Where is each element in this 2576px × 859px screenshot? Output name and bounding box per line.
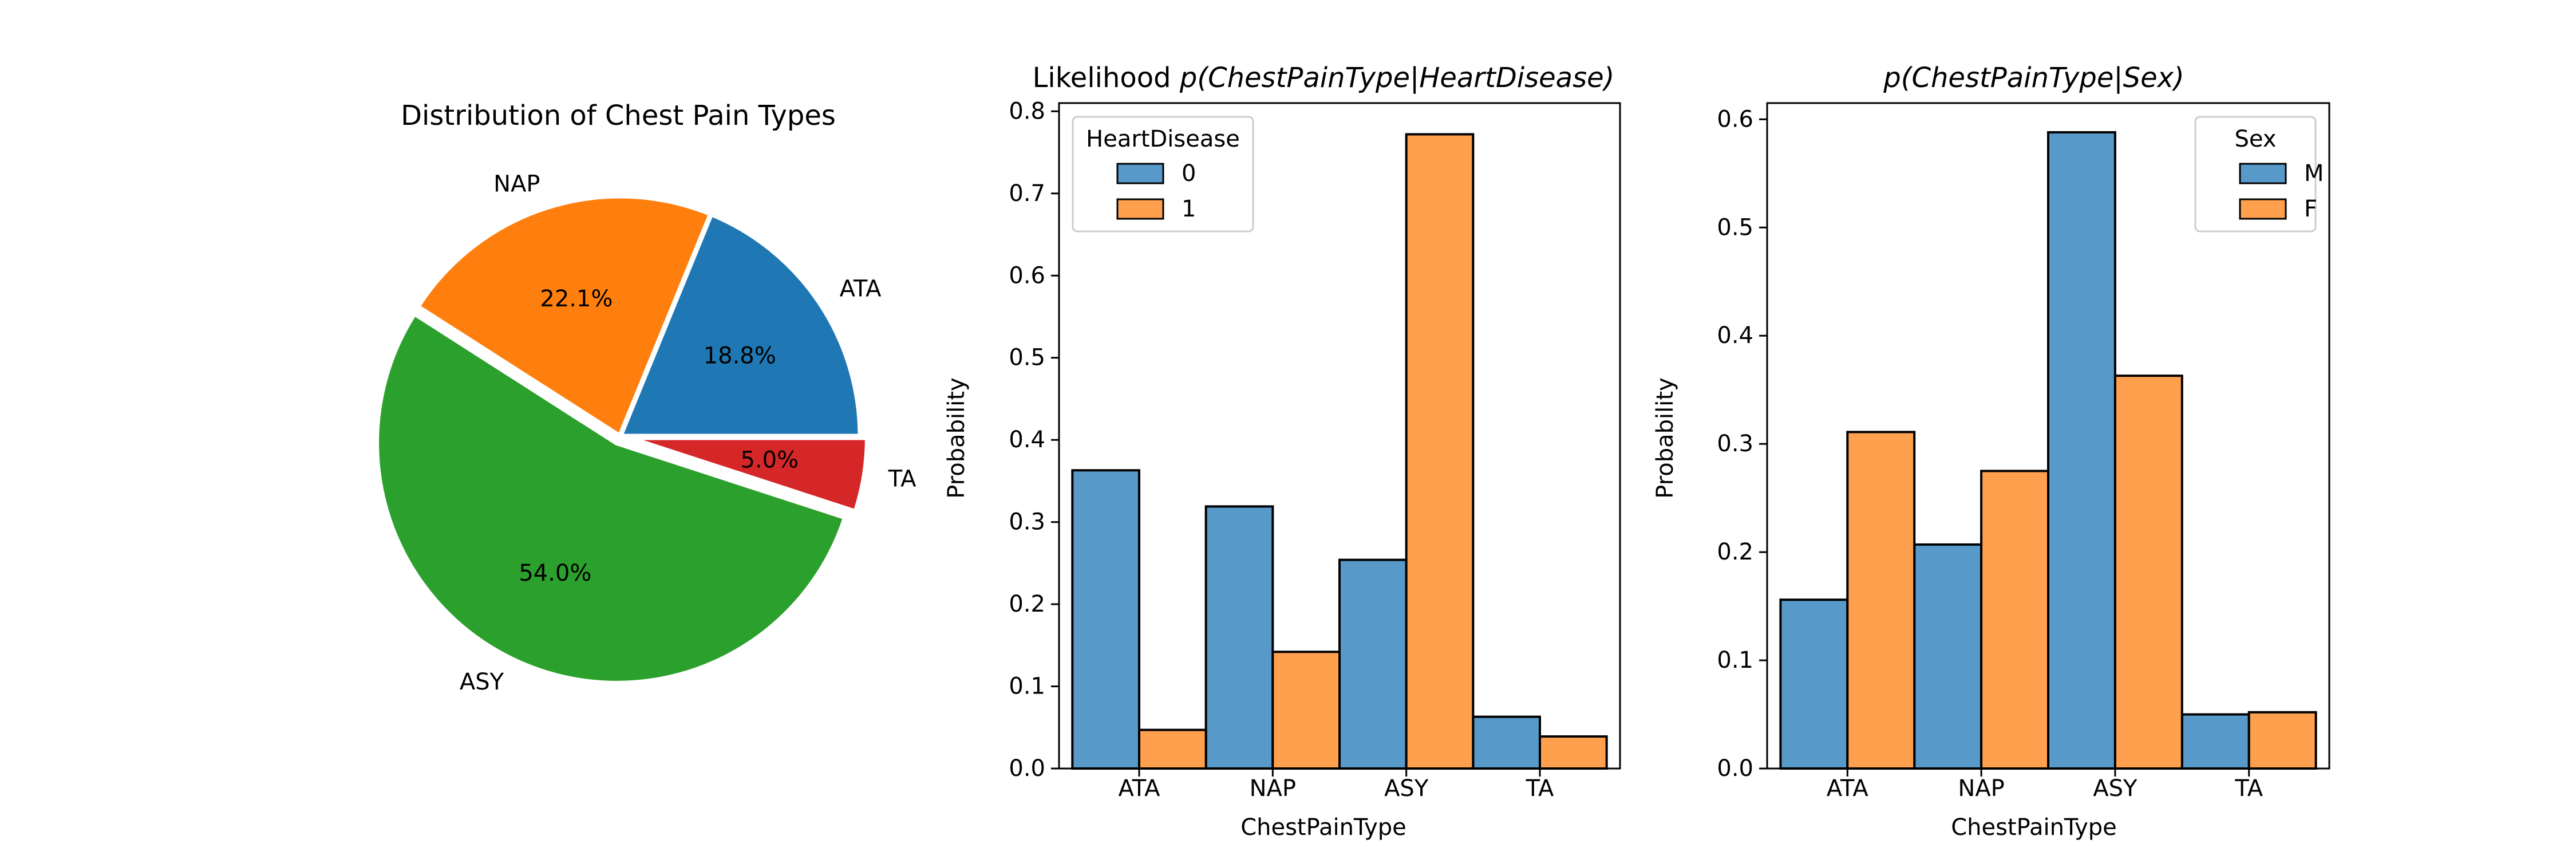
y-tick-label: 0.6 xyxy=(1717,106,1753,132)
y-tick-label: 0.1 xyxy=(1009,673,1045,700)
y-tick-label: 0.3 xyxy=(1717,431,1753,457)
bar-f-asy xyxy=(2113,375,2183,770)
pie-slices: ATA 18.8% NAP 22.1% ASY 54.0% TA 5.0% xyxy=(374,171,916,695)
legend-swatch-f xyxy=(2239,198,2287,220)
bar-1-nap xyxy=(1271,651,1341,770)
legend-title: Sex xyxy=(2235,126,2277,152)
legend-label-m: M xyxy=(2304,160,2324,187)
x-axis-label: ChestPainType xyxy=(1951,814,2117,841)
y-tick-label: 0.4 xyxy=(1009,427,1045,453)
plot-area-sex: 0.0 0.1 0.2 0.3 0.4 0.5 0.6 ATA NAP ASY TA Sex MF xyxy=(1717,102,2330,802)
y-tick-label: 0.2 xyxy=(1717,539,1753,565)
bar-1-ata xyxy=(1138,728,1207,770)
y-tick-label: 0.0 xyxy=(1009,755,1045,782)
y-tick-label: 0.6 xyxy=(1009,262,1045,289)
x-tick-label-ta: TA xyxy=(2234,775,2263,802)
x-tick-label-asy: ASY xyxy=(2093,775,2138,802)
legend-swatch-1 xyxy=(1116,198,1164,220)
pie-label-asy: ASY xyxy=(460,669,504,695)
y-axis-ticks: 0.0 0.1 0.2 0.3 0.4 0.5 0.6 0.7 0.8 xyxy=(1009,98,1059,782)
bar-m-asy xyxy=(2047,131,2116,770)
bar-0-ata xyxy=(1071,469,1141,770)
y-axis-label: Probability xyxy=(943,377,970,498)
title-prefix: Likelihood xyxy=(1033,62,1180,94)
pie-chart-title: Distribution of Chest Pain Types xyxy=(401,100,836,132)
plot-area-heart-disease: 0.0 0.1 0.2 0.3 0.4 0.5 0.6 0.7 0.8 ATA NAP ASY TA He… xyxy=(1009,98,1621,802)
y-axis-label: Probability xyxy=(1652,377,1678,498)
pie-slice-asy xyxy=(374,310,848,686)
y-tick-label: 0.4 xyxy=(1717,322,1753,349)
bar-f-nap xyxy=(1980,470,2049,770)
y-tick-label: 0.0 xyxy=(1717,755,1753,782)
x-tick-label-asy: ASY xyxy=(1384,775,1429,802)
bar-0-asy xyxy=(1338,558,1408,770)
legend: HeartDisease 0 1 xyxy=(1072,116,1254,233)
legend-title: HeartDisease xyxy=(1086,126,1240,152)
x-tick-label-ata: ATA xyxy=(1119,775,1161,802)
bars xyxy=(1071,133,1608,770)
x-axis-ticks: ATA NAP ASY TA xyxy=(1827,769,2263,802)
pie-slice-ta xyxy=(624,435,870,515)
x-axis-label: ChestPainType xyxy=(1240,814,1406,841)
pie-label-ata: ATA xyxy=(840,275,882,302)
legend: Sex MF xyxy=(2194,116,2324,233)
pie-percent-asy: 54.0% xyxy=(519,560,591,586)
x-tick-label-nap: NAP xyxy=(1250,775,1296,802)
title-math: p(ChestPainType|Sex) xyxy=(1883,62,2184,94)
x-tick-label-ata: ATA xyxy=(1827,775,1869,802)
y-tick-label: 0.5 xyxy=(1009,345,1045,371)
y-tick-label: 0.5 xyxy=(1717,214,1753,241)
pie-percent-ta: 5.0% xyxy=(741,447,799,473)
pie-chart: Distribution of Chest Pain Types ATA 18.8… xyxy=(374,100,916,695)
axes-frame xyxy=(1766,102,2330,770)
bars xyxy=(1779,131,2317,770)
bar-chart-heart-disease-title: Likelihood p(ChestPainType|HeartDisease) xyxy=(1033,62,1615,94)
pie-label-ta: TA xyxy=(888,466,916,492)
y-tick-label: 0.3 xyxy=(1009,509,1045,535)
y-tick-label: 0.2 xyxy=(1009,591,1045,617)
bar-f-ata xyxy=(1846,431,1916,770)
legend-swatch-0 xyxy=(1116,163,1164,184)
pie-percent-ata: 18.8% xyxy=(704,343,776,369)
y-tick-label: 0.8 xyxy=(1009,98,1045,124)
bar-0-ta xyxy=(1472,715,1541,770)
bar-chart-heart-disease: Likelihood p(ChestPainType|HeartDisease)… xyxy=(943,62,1621,841)
x-axis-ticks: ATA NAP ASY TA xyxy=(1119,769,1554,802)
legend-swatch-m xyxy=(2239,163,2287,184)
bar-m-ta xyxy=(2180,713,2250,770)
title-math: p(ChestPainType|HeartDisease) xyxy=(1179,62,1614,94)
pie-slice-ata xyxy=(617,211,863,439)
bar-m-nap xyxy=(1913,543,1983,770)
legend-label-f: F xyxy=(2304,196,2317,222)
y-tick-label: 0.7 xyxy=(1009,180,1045,207)
axes-frame xyxy=(1058,102,1621,770)
bar-1-ta xyxy=(1539,735,1608,770)
legend-label-1: 1 xyxy=(1182,196,1196,222)
y-axis-ticks: 0.0 0.1 0.2 0.3 0.4 0.5 0.6 xyxy=(1717,106,1767,782)
bar-m-ata xyxy=(1779,598,1849,770)
x-tick-label-ta: TA xyxy=(1526,775,1554,802)
pie-label-nap: NAP xyxy=(493,171,540,198)
bar-1-asy xyxy=(1405,133,1475,770)
bar-f-ta xyxy=(2247,711,2317,770)
y-tick-label: 0.1 xyxy=(1717,647,1753,673)
x-tick-label-nap: NAP xyxy=(1958,775,2004,802)
bar-chart-sex: p(ChestPainType|Sex) 0.00.10.20.30.40.50… xyxy=(1652,62,2330,841)
legend-label-0: 0 xyxy=(1182,160,1196,187)
pie-slice-nap xyxy=(414,193,714,439)
pie-percent-nap: 22.1% xyxy=(540,286,613,312)
bar-chart-sex-title: p(ChestPainType|Sex) xyxy=(1883,62,2184,94)
bar-0-nap xyxy=(1204,505,1274,770)
